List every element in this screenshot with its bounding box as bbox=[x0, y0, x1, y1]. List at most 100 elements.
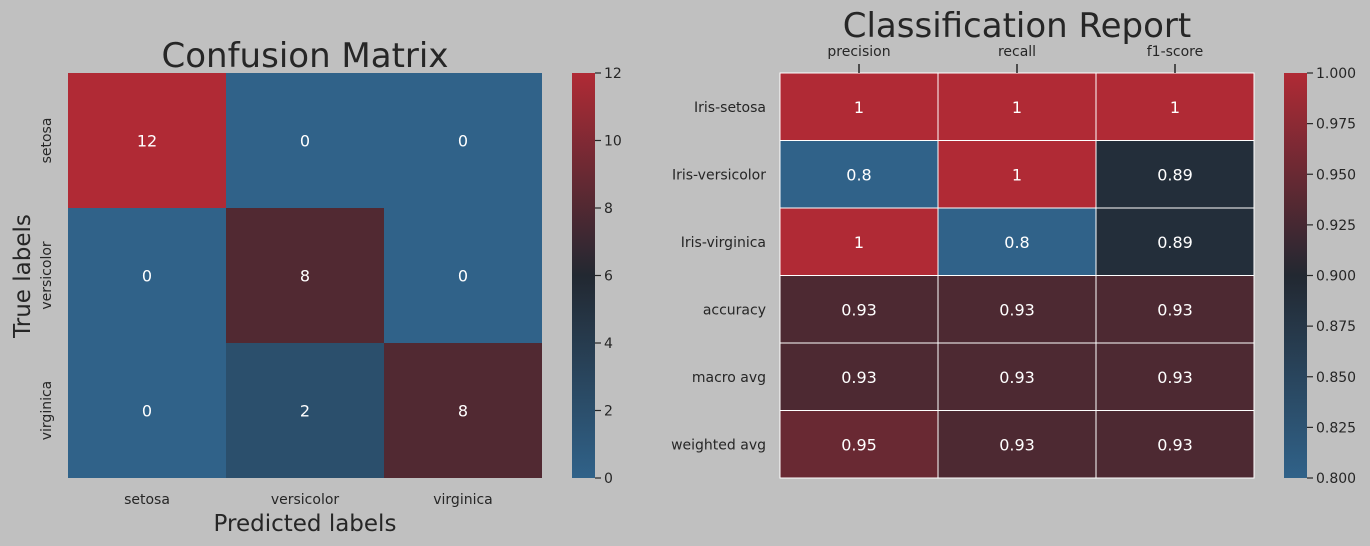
colorbar-tick-label: 8 bbox=[604, 201, 613, 217]
heatmap-cell-label: 8 bbox=[300, 267, 310, 286]
heatmap-cell bbox=[779, 410, 939, 479]
heatmap-cell bbox=[779, 342, 939, 411]
classification-report-title: Classification Report bbox=[843, 6, 1191, 46]
heatmap-cell bbox=[1095, 275, 1255, 344]
confusion-matrix-title: Confusion Matrix bbox=[162, 36, 449, 76]
colorbar-tick-label: 0.825 bbox=[1316, 420, 1356, 436]
y-tick-label: setosa bbox=[39, 118, 55, 164]
heatmap-cell bbox=[937, 410, 1097, 479]
heatmap-cell bbox=[68, 73, 226, 208]
colorbar-tick-label: 4 bbox=[604, 336, 613, 352]
heatmap-cell-label: 1 bbox=[854, 98, 864, 117]
heatmap-cell-label: 0.93 bbox=[1157, 300, 1193, 319]
confusion-matrix-colorbar-ticks: 0 2 4 6 8 10 12 bbox=[595, 66, 622, 487]
heatmap-cell-label: 0.8 bbox=[846, 165, 871, 184]
heatmap-cell-label: 0.93 bbox=[999, 435, 1035, 454]
heatmap-cell-label: 0 bbox=[142, 402, 152, 421]
x-tick-label: setosa bbox=[124, 492, 170, 508]
colorbar-tick-label: 10 bbox=[604, 134, 622, 150]
heatmap-cell-label: 0.93 bbox=[841, 368, 877, 387]
heatmap-cell-label: 0 bbox=[300, 132, 310, 151]
colorbar-tick-label: 0.800 bbox=[1316, 471, 1356, 487]
heatmap-cell-label: 0.89 bbox=[1157, 165, 1193, 184]
x-tick-label: versicolor bbox=[271, 492, 340, 508]
heatmap-cell-label: 12 bbox=[137, 132, 157, 151]
confusion-matrix-colorbar-gradient bbox=[572, 73, 595, 478]
heatmap-cell bbox=[937, 72, 1097, 141]
heatmap-cell-label: 0.93 bbox=[1157, 368, 1193, 387]
colorbar-tick-label: 0.900 bbox=[1316, 269, 1356, 285]
colorbar-tick-label: 0.875 bbox=[1316, 319, 1356, 335]
confusion-matrix-chart: Confusion Matrix 12 0 0 0 8 0 0 2 8 setosa versic… bbox=[10, 36, 622, 537]
classification-report-yticks: Iris-setosa Iris-versicolor Iris-virginica… bbox=[671, 100, 766, 454]
heatmap-cell-label: 2 bbox=[300, 402, 310, 421]
x-tick-label: recall bbox=[998, 44, 1036, 60]
heatmap-cell bbox=[384, 208, 542, 343]
y-tick-label: Iris-setosa bbox=[694, 100, 766, 116]
colorbar-tick-label: 0.925 bbox=[1316, 218, 1356, 234]
colorbar-tick-label: 0.975 bbox=[1316, 117, 1356, 133]
classification-report-colorbar-gradient bbox=[1284, 73, 1307, 478]
heatmap-cell bbox=[226, 208, 384, 343]
heatmap-cell-label: 0.93 bbox=[999, 368, 1035, 387]
colorbar-tick-label: 0 bbox=[604, 471, 613, 487]
heatmap-cell bbox=[779, 207, 939, 276]
colorbar-tick-label: 12 bbox=[604, 66, 622, 82]
confusion-matrix-yticks: setosa versicolor virginica bbox=[39, 118, 55, 441]
heatmap-cell-label: 0.93 bbox=[841, 300, 877, 319]
y-tick-label: versicolor bbox=[39, 241, 55, 310]
heatmap-cell-label: 0 bbox=[142, 267, 152, 286]
classification-report-colorbar-ticks: 0.800 0.825 0.850 0.875 0.900 0.925 0.950 0.975… bbox=[1307, 66, 1356, 487]
classification-report-chart: Classification Report 1 1 1 0.8 1 0.89 1 0.8 0.8… bbox=[671, 6, 1356, 487]
y-tick-label: virginica bbox=[39, 381, 55, 441]
heatmap-cell bbox=[1095, 207, 1255, 276]
heatmap-cell bbox=[68, 208, 226, 343]
heatmap-cell bbox=[937, 275, 1097, 344]
x-tick-label: virginica bbox=[433, 492, 493, 508]
heatmap-cell bbox=[1095, 342, 1255, 411]
heatmap-cell bbox=[937, 207, 1097, 276]
heatmap-cell-label: 0.8 bbox=[1004, 233, 1029, 252]
classification-report-colorbar: 0.800 0.825 0.850 0.875 0.900 0.925 0.950 0.975… bbox=[1284, 66, 1356, 487]
heatmap-cell bbox=[384, 73, 542, 208]
heatmap-cell-label: 0 bbox=[458, 132, 468, 151]
heatmap-cell bbox=[779, 275, 939, 344]
heatmap-cell-label: 1 bbox=[854, 233, 864, 252]
confusion-matrix-cells: 12 0 0 0 8 0 0 2 8 bbox=[68, 73, 542, 478]
heatmap-cell bbox=[937, 140, 1097, 209]
heatmap-cell-label: 1 bbox=[1170, 98, 1180, 117]
confusion-matrix-colorbar: 0 2 4 6 8 10 12 bbox=[572, 66, 622, 487]
confusion-matrix-ylabel: True labels bbox=[10, 214, 36, 339]
heatmap-cell bbox=[226, 73, 384, 208]
heatmap-cell bbox=[1095, 410, 1255, 479]
y-tick-label: Iris-virginica bbox=[681, 235, 766, 251]
heatmap-cell-label: 0.93 bbox=[999, 300, 1035, 319]
classification-report-cells: 1 1 1 0.8 1 0.89 1 0.8 0.89 0.93 0.93 0.93 0.93 0.93 0… bbox=[779, 72, 1255, 479]
y-tick-label: macro avg bbox=[692, 370, 766, 386]
heatmap-cell-label: 0 bbox=[458, 267, 468, 286]
heatmap-cell-label: 0.95 bbox=[841, 435, 877, 454]
confusion-matrix-xticks: setosa versicolor virginica bbox=[124, 492, 493, 508]
heatmap-cell bbox=[226, 343, 384, 478]
y-tick-label: weighted avg bbox=[671, 437, 766, 453]
colorbar-tick-label: 6 bbox=[604, 269, 613, 285]
classification-report-xticks: precision recall f1-score bbox=[827, 44, 1203, 73]
heatmap-cell bbox=[1095, 140, 1255, 209]
heatmap-cell-label: 1 bbox=[1012, 98, 1022, 117]
confusion-matrix-xlabel: Predicted labels bbox=[214, 511, 397, 537]
colorbar-tick-label: 2 bbox=[604, 404, 613, 420]
heatmap-cell-label: 1 bbox=[1012, 165, 1022, 184]
x-tick-label: precision bbox=[827, 44, 890, 60]
x-tick-label: f1-score bbox=[1147, 44, 1204, 60]
heatmap-cell-label: 8 bbox=[458, 402, 468, 421]
y-tick-label: Iris-versicolor bbox=[672, 167, 766, 183]
heatmap-cell bbox=[68, 343, 226, 478]
colorbar-tick-label: 1.000 bbox=[1316, 66, 1356, 82]
heatmap-cell-label: 0.93 bbox=[1157, 435, 1193, 454]
colorbar-tick-label: 0.950 bbox=[1316, 167, 1356, 183]
heatmap-cell-label: 0.89 bbox=[1157, 233, 1193, 252]
heatmap-cell bbox=[937, 342, 1097, 411]
heatmap-cell bbox=[384, 343, 542, 478]
y-tick-label: accuracy bbox=[703, 302, 766, 318]
